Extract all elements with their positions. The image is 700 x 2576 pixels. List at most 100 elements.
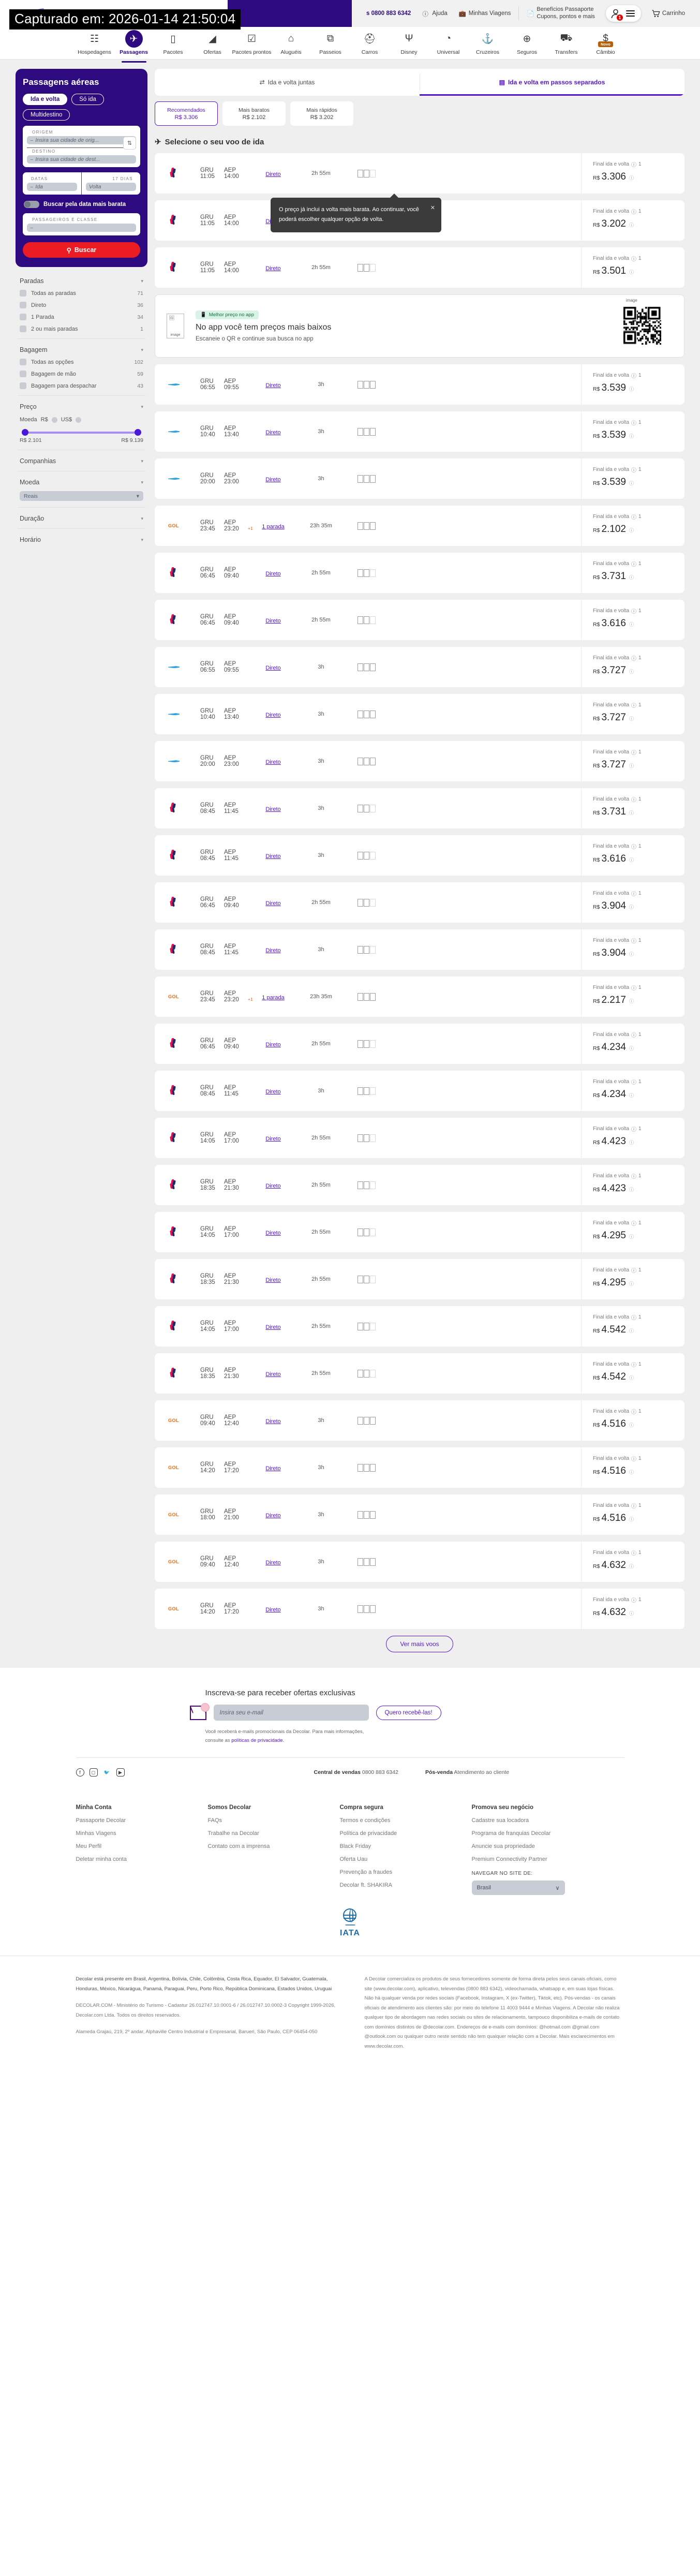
trip-type-round[interactable]: Ida e volta [23,94,68,106]
flight-result-row[interactable]: GRU AEP 11:05 14:00 Direto 2h 55m Final ida e … [155,153,684,232]
price-info-icon[interactable]: ⓘ [629,528,634,534]
info-icon[interactable]: ⓘ [631,986,637,992]
category-alugu-is[interactable]: ⌂ Aluguéis [272,30,311,59]
category-seguros[interactable]: ⊕ Seguros [508,30,547,59]
info-icon[interactable]: ⓘ [631,1410,637,1416]
info-icon[interactable]: ⓘ [631,609,637,615]
facebook-icon[interactable]: f [76,1768,84,1777]
flight-result-row[interactable]: GOL GRU AEP 14:20 17:20 Direto 3h Final ida e v… [155,1589,684,1630]
info-icon[interactable]: ⓘ [631,1268,637,1275]
currency-radio-usd[interactable] [76,417,82,423]
sort-option-mais-r-pidos[interactable]: Mais rápidos R$ 3.202 [290,101,353,126]
info-icon[interactable]: ⓘ [631,1080,637,1086]
flight-result-row[interactable]: GOL GRU AEP 23:45 23:20 +1 1 parada 23h 35m Fina… [155,976,684,1017]
stops-link[interactable]: Direto [265,476,281,483]
account-menu-button[interactable]: 1 [605,5,641,22]
flight-result-row[interactable]: GRU AEP 18:35 21:30 Direto 2h 55m Final ida e … [155,1353,684,1394]
category-transfers[interactable]: ⛟ Transfers [547,30,586,59]
flight-result-row[interactable]: GRU AEP 06:45 09:40 Direto 2h 55m Final ida e … [155,553,684,594]
checkbox[interactable] [20,314,26,321]
sales-phone[interactable]: 0800 883 6342 [362,1769,398,1776]
stops-link[interactable]: 1 parada [262,994,285,1001]
checkbox[interactable] [20,290,26,297]
my-trips-link[interactable]: 💼 Minhas Viagens [453,5,517,22]
cheapest-date-toggle-row[interactable]: Buscar pela data mais barata [24,201,139,209]
footer-link[interactable]: Trabalhe na Decolar [207,1830,259,1837]
stops-link[interactable]: Direto [265,1041,281,1048]
price-info-icon[interactable]: ⓘ [629,387,634,392]
chevron-down-icon[interactable]: ▾ [141,347,143,352]
info-icon[interactable]: ⓘ [631,797,637,804]
footer-link[interactable]: Oferta Uau [339,1856,368,1863]
price-info-icon[interactable]: ⓘ [629,905,634,910]
filter-companhias-header[interactable]: Companhias ▾ [20,457,143,465]
footer-link[interactable]: Passaporte Decolar [76,1817,126,1824]
info-icon[interactable]: ⓘ [631,1315,637,1322]
stops-link[interactable]: Direto [265,1418,281,1425]
slider-knob-min[interactable] [22,429,28,436]
stops-link[interactable]: Direto [265,1088,281,1095]
hamburger-menu-icon[interactable] [625,10,635,17]
footer-link[interactable]: Minhas Viagens [76,1830,116,1837]
category-ofertas[interactable]: ◢ Ofertas [193,30,232,59]
price-info-icon[interactable]: ⓘ [629,175,634,181]
privacy-policy-link[interactable]: políticas de privacidade. [231,1737,285,1743]
info-icon[interactable]: ⓘ [631,1551,637,1557]
footer-link[interactable]: Premium Connectivity Partner [471,1856,547,1863]
category-passeios[interactable]: ⧉ Passeios [311,30,350,59]
benefits-link[interactable]: 📄 Benefícios Passaporte Cupons, pontos e… [521,5,601,22]
app-promo-banner[interactable]: image 📱Melhor preço no app No app você tem… [155,294,684,358]
chevron-down-icon[interactable]: ▾ [141,537,143,542]
stops-link[interactable]: Direto [265,1135,281,1142]
price-info-icon[interactable]: ⓘ [629,999,634,1004]
info-icon[interactable]: ⓘ [631,1221,637,1227]
stops-link[interactable]: Direto [265,1324,281,1330]
slider-knob-max[interactable] [135,429,141,436]
flight-result-row[interactable]: GRU AEP 18:35 21:30 Direto 2h 55m Final ida e … [155,1259,684,1300]
info-icon[interactable]: ⓘ [631,1598,637,1604]
price-info-icon[interactable]: ⓘ [629,763,634,769]
checkbox[interactable] [20,302,26,309]
stops-link[interactable]: Direto [265,900,281,907]
close-icon[interactable]: ✕ [430,205,435,212]
price-info-icon[interactable]: ⓘ [629,1375,634,1381]
filter-hor-rio-header[interactable]: Horário ▾ [20,536,143,543]
flight-result-row[interactable]: GRU AEP 10:40 13:40 Direto 3h Final ida e volt… [155,694,684,735]
footer-link[interactable]: FAQs [207,1817,222,1824]
stops-link[interactable]: Direto [265,1371,281,1378]
info-icon[interactable]: ⓘ [631,750,637,757]
price-info-icon[interactable]: ⓘ [629,1093,634,1099]
price-info-icon[interactable]: ⓘ [629,1470,634,1475]
stops-link[interactable]: Direto [265,1606,281,1613]
checkbox[interactable] [20,382,26,390]
category-disney[interactable]: Ψ Disney [390,30,429,59]
youtube-icon[interactable]: ▶ [116,1768,125,1777]
filter-option[interactable]: 1 Parada 34 [20,314,143,321]
return-input[interactable]: Volta [86,183,136,191]
footer-link[interactable]: Termos e condições [339,1817,391,1824]
sort-option-mais-baratos[interactable]: Mais baratos R$ 2.102 [222,101,286,126]
stops-link[interactable]: Direto [265,429,281,436]
category-carros[interactable]: ⛑ Carros [350,30,390,59]
footer-link[interactable]: Política de privacidade [339,1830,397,1837]
flight-result-row[interactable]: GRU AEP 06:45 09:40 Direto 2h 55m Final ida e … [155,600,684,641]
filter-option[interactable]: Bagagem de mão 59 [20,371,143,378]
price-range-slider[interactable] [22,429,141,436]
price-info-icon[interactable]: ⓘ [629,952,634,957]
checkbox[interactable] [20,359,26,366]
flight-result-row[interactable]: GOL GRU AEP 14:20 17:20 Direto 3h Final ida e v… [155,1447,684,1488]
price-info-icon[interactable]: ⓘ [629,1564,634,1570]
chevron-down-icon[interactable]: ▾ [141,404,143,409]
depart-input[interactable]: ⎯ Ida [27,183,77,191]
price-info-icon[interactable]: ⓘ [629,1328,634,1334]
info-icon[interactable]: ⓘ [631,1363,637,1369]
info-icon[interactable]: ⓘ [631,939,637,945]
currency-select[interactable]: Reais ▾ [20,491,143,501]
trip-type-oneway[interactable]: Só ida [71,94,104,106]
category-c-mbio[interactable]: $ Novo Câmbio [586,30,625,59]
flight-result-row[interactable]: GRU AEP 08:45 11:45 Direto 3h Final ida e volt… [155,1071,684,1112]
stops-link[interactable]: Direto [265,171,281,177]
flight-result-row[interactable]: GOL GRU AEP 18:00 21:00 Direto 3h Final ida e v… [155,1494,684,1535]
checkbox[interactable] [20,325,26,333]
info-icon[interactable]: ⓘ [631,162,637,169]
